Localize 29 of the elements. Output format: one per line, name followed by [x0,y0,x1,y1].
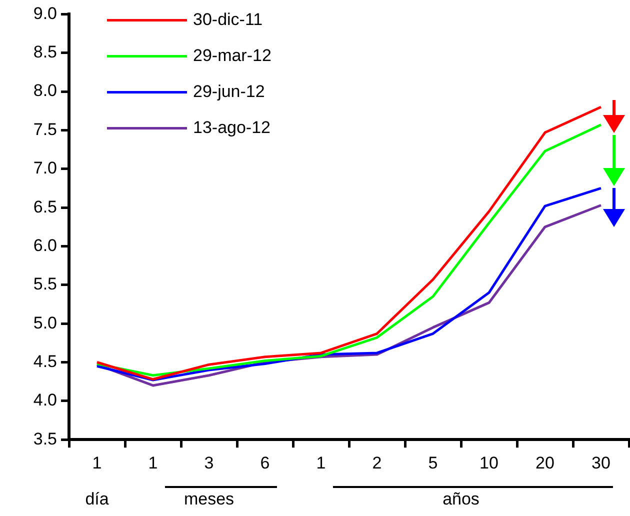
x-tick-label: 6 [260,453,270,472]
y-tick-label: 7.5 [33,120,57,139]
x-tick-label: 2 [372,453,382,472]
y-tick-label: 5.0 [33,313,57,332]
x-tick-label: 10 [480,453,498,472]
y-tick-label: 5.5 [33,274,57,294]
text: meses [184,490,234,509]
y-tick-label: 3.5 [33,429,57,448]
x-tick-label: 1 [316,453,326,472]
text: día [85,490,110,509]
y-tick-label: 7.0 [33,158,57,178]
x-tick-label: 30 [592,453,610,472]
y-tick-label: 9.0 [33,4,57,23]
x-tick-label: 1 [148,453,158,472]
x-tick-label: 5 [428,453,438,472]
y-tick-label: 8.0 [33,81,57,100]
y-tick-label: 6.5 [33,197,57,216]
y-tick-label: 4.0 [33,390,57,410]
text: años [442,490,480,509]
legend-label: 30-dic-11 [193,10,263,29]
x-tick-label: 3 [204,453,214,472]
x-tick-label: 1 [92,453,102,472]
legend-label: 29-mar-12 [193,46,272,65]
x-tick-label: 20 [536,453,554,472]
y-tick-label: 4.5 [33,352,57,371]
legend-label: 13-ago-12 [193,118,271,137]
legend-label: 29-jun-12 [193,82,265,101]
y-tick-label: 8.5 [33,42,57,62]
y-tick-label: 6.0 [33,236,57,255]
